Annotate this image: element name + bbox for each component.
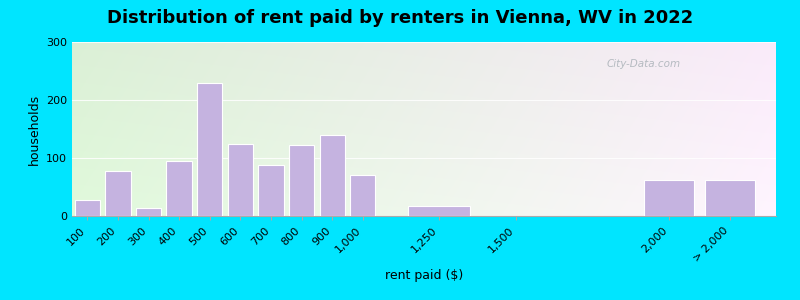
Bar bbox=[408, 206, 470, 216]
Bar bbox=[106, 171, 130, 216]
Bar bbox=[166, 161, 192, 216]
Bar bbox=[319, 135, 345, 216]
Text: City-Data.com: City-Data.com bbox=[607, 59, 681, 69]
X-axis label: rent paid ($): rent paid ($) bbox=[385, 269, 463, 282]
Bar bbox=[136, 208, 161, 216]
Bar bbox=[197, 82, 222, 216]
Bar bbox=[350, 176, 375, 216]
Bar bbox=[289, 145, 314, 216]
Bar bbox=[705, 180, 755, 216]
Bar bbox=[258, 165, 284, 216]
Bar bbox=[74, 200, 100, 216]
Text: Distribution of rent paid by renters in Vienna, WV in 2022: Distribution of rent paid by renters in … bbox=[107, 9, 693, 27]
Bar bbox=[643, 180, 694, 216]
Y-axis label: households: households bbox=[27, 93, 41, 165]
Bar bbox=[228, 143, 253, 216]
